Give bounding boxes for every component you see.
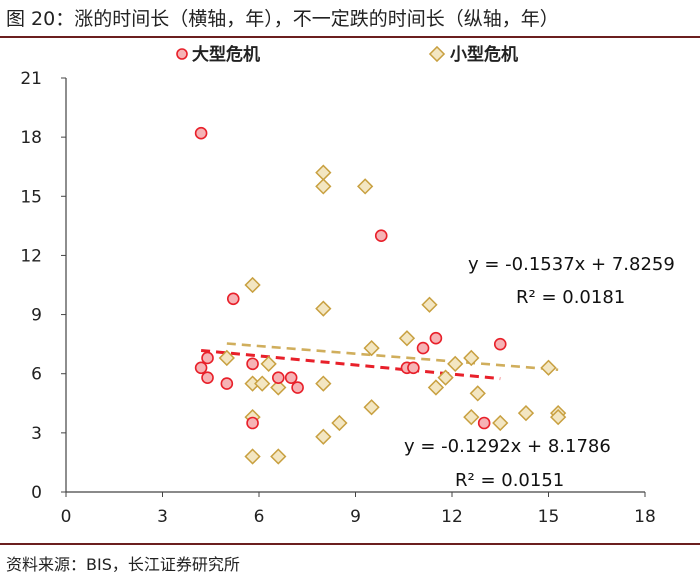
chart-title: 图 20：涨的时间长（横轴，年），不一定跌的时间长（纵轴，年） (6, 8, 559, 30)
major-crisis-point (429, 331, 443, 345)
major-crisis-point (194, 126, 208, 140)
legend-minor-crisis-label: 小型危机 (450, 44, 518, 65)
legend-minor-crisis-marker (428, 45, 446, 63)
minor-crisis-point (463, 349, 480, 367)
minor-crisis-point (315, 375, 332, 392)
minor-crisis-point (270, 448, 287, 465)
y-tick-label: 15 (20, 187, 42, 207)
legend-major-crisis-label: 大型危机 (192, 44, 260, 65)
scatter-chart: 大型危机 小型危机 0 3 6 9 12 15 18 0 3 6 9 12 15 18 21 y = -0… (20, 44, 675, 527)
minor-crisis-point (254, 375, 271, 392)
major-crisis-trendline (200, 348, 501, 381)
minor-crisis-point (260, 355, 277, 372)
major-crisis-point (246, 357, 259, 371)
major-crisis-point (407, 361, 420, 375)
major-crisis-points (194, 126, 507, 430)
minor-trend-equation: y = -0.1292x + 8.1786 (404, 436, 611, 457)
major-crisis-point (201, 351, 214, 365)
major-crisis-point (477, 416, 491, 430)
trendlines (200, 342, 559, 381)
x-tick-label: 3 (157, 507, 168, 527)
major-trend-r2: R² = 0.0181 (516, 287, 625, 308)
major-crisis-point (291, 381, 304, 394)
minor-crisis-point (492, 414, 509, 432)
minor-crisis-point (244, 448, 261, 465)
minor-crisis-point (244, 276, 261, 294)
x-tick-label: 15 (538, 507, 560, 527)
minor-crisis-trendline (226, 342, 559, 372)
minor-crisis-point (270, 379, 287, 396)
y-tick-label: 12 (20, 246, 42, 266)
minor-crisis-point (331, 414, 348, 432)
y-axis-ticks: 0 3 6 9 12 15 18 21 (20, 69, 66, 503)
minor-crisis-point (469, 385, 486, 402)
major-crisis-point (220, 377, 234, 390)
x-tick-label: 18 (634, 507, 656, 527)
minor-crisis-point (315, 178, 332, 195)
minor-crisis-point (463, 408, 480, 426)
y-tick-label: 18 (20, 128, 42, 148)
y-tick-label: 0 (31, 483, 42, 503)
footer-divider (0, 543, 700, 545)
y-tick-label: 6 (31, 365, 42, 385)
minor-crisis-points (218, 164, 567, 465)
minor-crisis-point (315, 300, 332, 317)
minor-crisis-point (218, 349, 235, 367)
x-tick-label: 0 (61, 507, 72, 527)
source-note: 资料来源：BIS，长江证券研究所 (6, 555, 240, 574)
minor-crisis-point (244, 375, 261, 392)
major-crisis-point (201, 371, 214, 384)
y-tick-label: 21 (20, 69, 42, 89)
minor-crisis-point (315, 164, 332, 181)
minor-trend-r2: R² = 0.0151 (455, 470, 564, 491)
major-crisis-point (194, 361, 208, 375)
x-axis-ticks: 0 3 6 9 12 15 18 (61, 492, 656, 527)
major-crisis-point (284, 371, 298, 384)
axes (65, 78, 645, 493)
minor-crisis-point (427, 379, 445, 396)
minor-crisis-point (447, 355, 464, 372)
major-crisis-point (226, 292, 240, 306)
minor-crisis-point (540, 359, 557, 376)
x-tick-label: 6 (254, 507, 265, 527)
minor-crisis-point (437, 369, 454, 386)
minor-crisis-point (421, 296, 438, 313)
x-tick-label: 12 (441, 507, 463, 527)
x-tick-label: 9 (350, 507, 361, 527)
minor-crisis-point (315, 428, 332, 445)
major-crisis-point (416, 341, 430, 355)
y-tick-label: 3 (31, 424, 42, 444)
minor-crisis-point (363, 399, 380, 416)
major-crisis-point (493, 337, 507, 351)
major-crisis-point (246, 416, 259, 430)
minor-crisis-point (550, 408, 567, 426)
minor-crisis-point (517, 405, 535, 422)
title-divider (0, 36, 700, 38)
minor-crisis-point (357, 178, 374, 195)
major-trend-equation: y = -0.1537x + 7.8259 (468, 254, 675, 275)
legend: 大型危机 小型危机 (176, 44, 518, 65)
minor-crisis-point (363, 339, 380, 357)
major-crisis-point (271, 371, 285, 384)
major-crisis-point (374, 229, 388, 243)
minor-crisis-point (398, 330, 416, 347)
legend-major-crisis-marker (176, 48, 188, 60)
annotations: y = -0.1537x + 7.8259 R² = 0.0181 y = -0… (404, 254, 675, 491)
y-tick-label: 9 (31, 306, 42, 326)
